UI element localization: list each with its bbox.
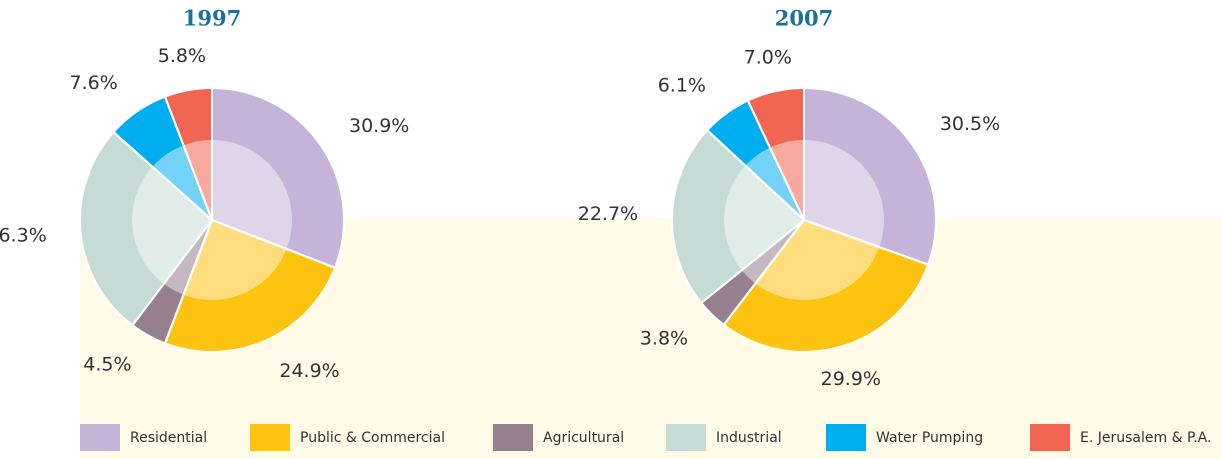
value-label: 24.9% — [279, 360, 339, 382]
value-label: 6.1% — [658, 75, 706, 97]
legend-swatch — [666, 424, 706, 451]
pie-slice — [211, 86, 345, 270]
value-label: 30.5% — [940, 113, 1000, 135]
value-label: 7.6% — [70, 72, 118, 94]
legend-label: E. Jerusalem & P.A. — [1080, 430, 1211, 446]
pie-slice — [722, 218, 930, 353]
value-label: 22.7% — [578, 203, 638, 225]
legend-label: Industrial — [716, 430, 782, 446]
slice-divider — [706, 129, 805, 221]
legend-swatch — [826, 424, 866, 451]
value-label: 4.5% — [83, 354, 131, 376]
slice-divider — [131, 219, 213, 326]
slice-divider — [211, 219, 336, 269]
pie-slice — [163, 218, 337, 353]
value-label: 7.0% — [744, 46, 792, 68]
legend-swatch — [250, 424, 290, 451]
chart-title: 2007 — [775, 6, 833, 31]
slice-divider — [746, 100, 805, 221]
slice-divider — [803, 219, 929, 266]
slice-divider — [700, 219, 805, 304]
legend-swatch — [1030, 424, 1070, 451]
value-label: 5.8% — [158, 45, 206, 67]
pie-slice — [671, 128, 806, 305]
legend-swatch — [80, 424, 120, 451]
value-label: 3.8% — [640, 327, 688, 349]
legend-label: Residential — [130, 430, 207, 446]
chart-title: 1997 — [183, 6, 241, 31]
legend-label: Water Pumping — [876, 430, 983, 446]
slice-divider — [112, 131, 213, 221]
slice-divider — [164, 96, 213, 221]
pie-slice — [803, 86, 937, 266]
value-label: 29.9% — [821, 368, 881, 390]
legend-label: Public & Commercial — [300, 430, 445, 446]
slice-divider — [722, 219, 805, 326]
value-label: 30.9% — [349, 115, 409, 137]
value-label: 26.3% — [0, 225, 47, 247]
legend-swatch — [493, 424, 533, 451]
legend-label: Agricultural — [543, 430, 624, 446]
slice-divider — [164, 219, 213, 344]
pie-slice — [79, 130, 214, 327]
